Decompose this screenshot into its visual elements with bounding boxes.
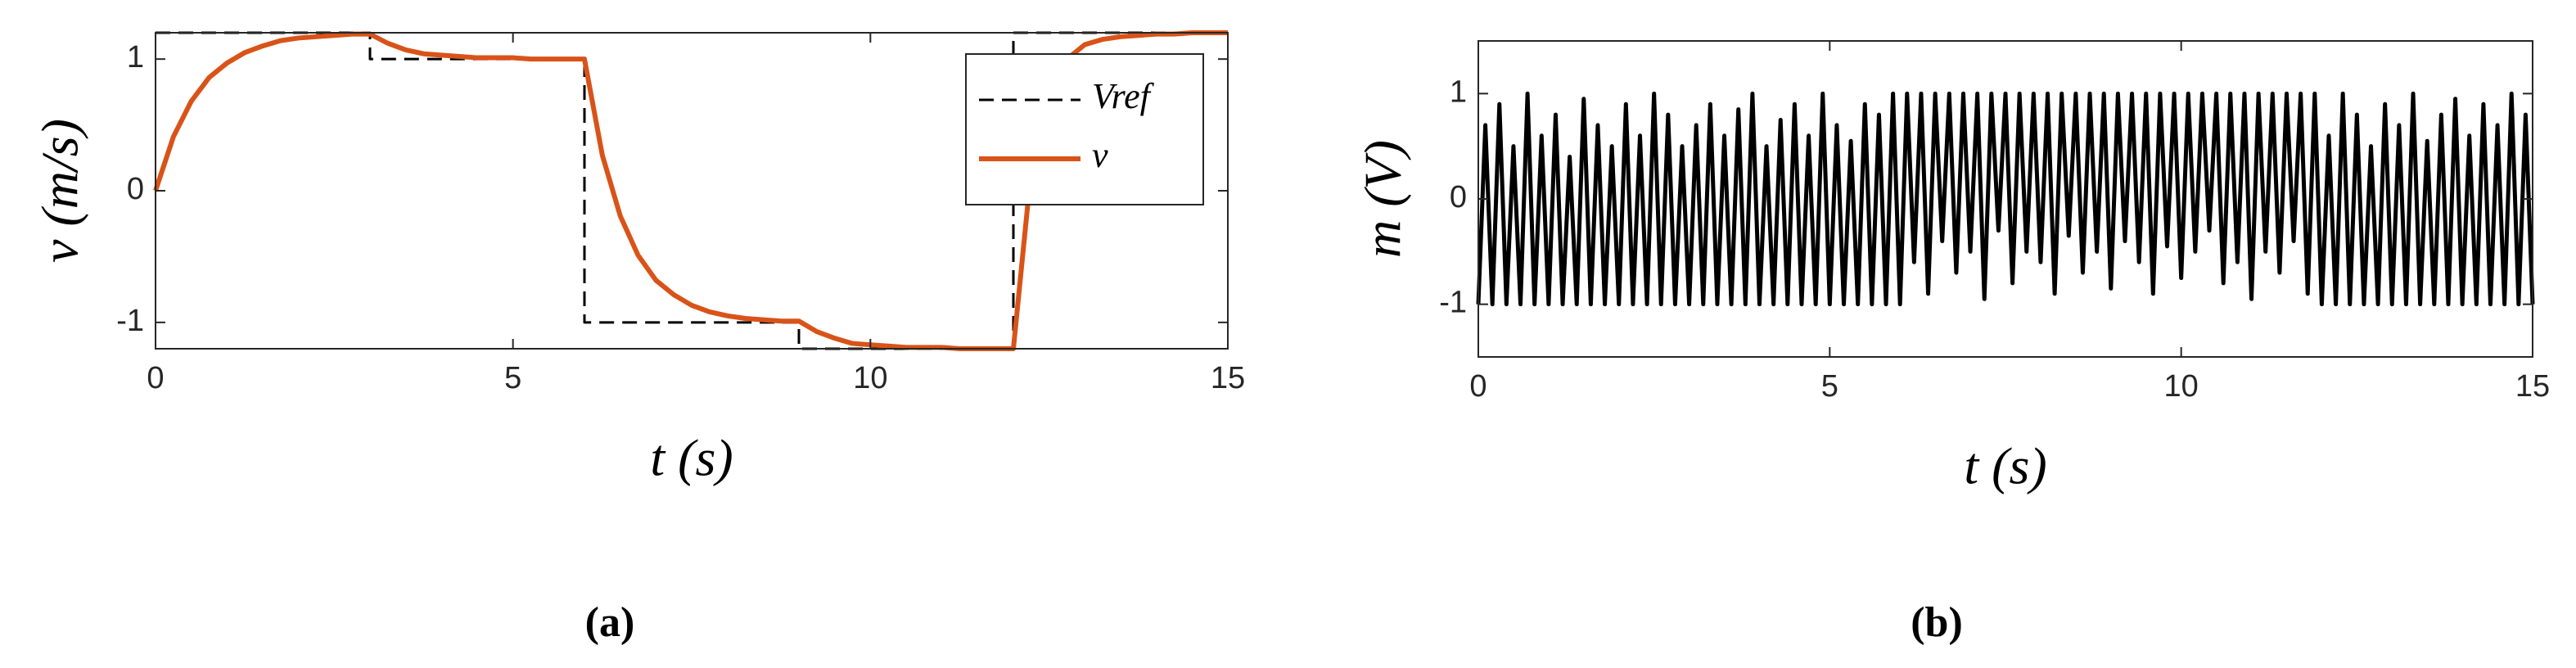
series-line bbox=[1476, 91, 2535, 307]
x-tick-label: 5 bbox=[504, 361, 521, 395]
y-axis-label: m (V) bbox=[1354, 140, 1412, 258]
x-tick-label: 10 bbox=[853, 361, 887, 395]
x-tick-label: 5 bbox=[1821, 369, 1838, 404]
y-tick-label: 0 bbox=[127, 172, 144, 206]
y-tick-label: 0 bbox=[1450, 180, 1467, 214]
y-tick-label: -1 bbox=[116, 304, 144, 338]
x-tick-label: 15 bbox=[2515, 369, 2550, 404]
y-tick-label: 1 bbox=[1450, 74, 1467, 109]
x-tick-label: 0 bbox=[147, 361, 164, 395]
x-tick-label: 0 bbox=[1469, 369, 1487, 404]
y-axis-label: v (m/s) bbox=[31, 119, 89, 263]
caption: (b) bbox=[1911, 599, 1963, 646]
x-axis-label: t (s) bbox=[650, 429, 733, 487]
y-tick-label: -1 bbox=[1439, 286, 1467, 320]
x-axis-label: t (s) bbox=[1964, 437, 2046, 495]
legend-label: v bbox=[1092, 135, 1108, 175]
x-tick-label: 10 bbox=[2164, 369, 2199, 404]
x-tick-label: 15 bbox=[1211, 361, 1245, 395]
y-tick-label: 1 bbox=[127, 40, 144, 74]
legend-label: Vref bbox=[1092, 76, 1155, 116]
caption: (a) bbox=[585, 599, 635, 646]
legend-box bbox=[965, 53, 1204, 205]
